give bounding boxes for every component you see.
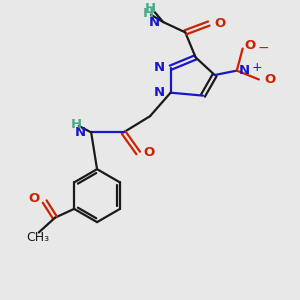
Text: N: N [154,86,165,99]
Text: CH₃: CH₃ [26,231,49,244]
Text: +: + [251,61,262,74]
Text: O: O [28,192,39,205]
Text: H: H [70,118,81,131]
Text: O: O [143,146,155,160]
Text: N: N [238,64,249,77]
Text: H: H [143,7,154,20]
Text: N: N [148,16,160,28]
Text: O: O [264,73,275,86]
Text: O: O [244,38,255,52]
Text: N: N [154,61,165,74]
Text: O: O [214,17,225,30]
Text: −: − [257,41,269,55]
Text: H: H [144,2,156,15]
Text: N: N [75,126,86,139]
